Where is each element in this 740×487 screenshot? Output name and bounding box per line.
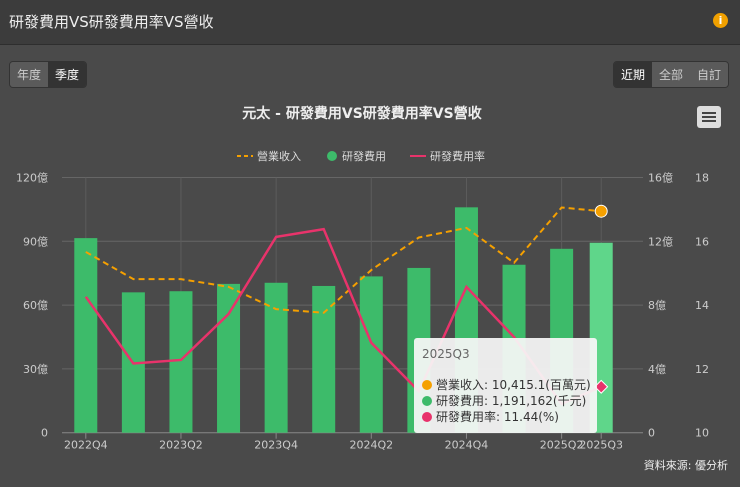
middle-tick-label: 8億	[648, 299, 666, 312]
tooltip-title: 2025Q3	[422, 347, 470, 361]
rd-dot-icon	[422, 396, 432, 406]
left-tick-label: 90億	[23, 235, 48, 248]
tab-quarterly[interactable]: 季度	[48, 62, 87, 87]
tooltip: 2025Q3 營業收入: 10,415.1(百萬元) 研發費用: 1,191,1…	[414, 338, 597, 433]
tab-annual[interactable]: 年度	[10, 62, 49, 87]
middle-tick-label: 4億	[648, 363, 666, 376]
left-tick-label: 0	[41, 427, 48, 440]
tab-all[interactable]: 全部	[651, 62, 690, 87]
info-icon[interactable]: i	[713, 13, 728, 28]
legend-rd-marker	[327, 151, 337, 161]
rate-point	[594, 379, 609, 394]
left-tick-label: 60億	[23, 299, 48, 312]
hamburger-menu-icon[interactable]	[697, 106, 721, 128]
bar	[169, 291, 193, 433]
period-toggle: 年度 季度	[9, 61, 88, 88]
page-title: 研發費用VS研發費用率VS營收	[9, 13, 214, 31]
tab-recent[interactable]: 近期	[613, 62, 652, 87]
x-tick-label: 2023Q4	[254, 439, 298, 452]
x-tick-label: 2022Q4	[64, 439, 108, 452]
revenue-line	[85, 206, 602, 314]
left-tick-label: 120億	[16, 172, 48, 185]
header: 研發費用VS研發費用率VS營收 i	[0, 0, 740, 45]
middle-tick-label: 16億	[648, 172, 673, 185]
tab-custom[interactable]: 自訂	[689, 62, 728, 87]
left-tick-label: 30億	[23, 363, 48, 376]
legend: 營業收入 研發費用 研發費用率	[237, 149, 485, 163]
bar	[217, 283, 241, 433]
bar	[264, 282, 288, 433]
x-tick-label: 2024Q2	[349, 439, 393, 452]
x-tick-label: 2025Q3	[579, 439, 623, 452]
tooltip-rd: 研發費用: 1,191,162(千元)	[436, 394, 587, 408]
range-toggle: 近期 全部 自訂	[612, 61, 729, 88]
right-tick-label: 18	[695, 172, 709, 185]
x-tick-label: 2025Q2	[540, 439, 584, 452]
middle-tick-label: 12億	[648, 235, 673, 248]
data-source: 資料來源: 優分析	[643, 459, 728, 472]
rate-dot-icon	[422, 412, 432, 422]
bar	[74, 238, 98, 433]
legend-revenue[interactable]: 營業收入	[257, 149, 301, 163]
tooltip-revenue: 營業收入: 10,415.1(百萬元)	[436, 378, 591, 392]
right-tick-label: 12	[695, 363, 709, 376]
chart-title: 元太 - 研發費用VS研發費用率VS營收	[242, 105, 482, 122]
right-tick-label: 16	[695, 235, 709, 248]
x-tick-label: 2024Q4	[445, 439, 489, 452]
revenue-dot-icon	[422, 380, 432, 390]
right-tick-label: 10	[695, 427, 709, 440]
right-tick-label: 14	[695, 299, 709, 312]
bar	[312, 285, 336, 433]
revenue-point	[594, 204, 608, 218]
legend-rd[interactable]: 研發費用	[342, 149, 386, 163]
middle-tick-label: 0	[648, 427, 655, 440]
legend-rate[interactable]: 研發費用率	[430, 149, 485, 163]
x-tick-label: 2023Q2	[159, 439, 203, 452]
tooltip-rate: 研發費用率: 11.44(%)	[436, 410, 559, 424]
bar	[359, 276, 383, 433]
